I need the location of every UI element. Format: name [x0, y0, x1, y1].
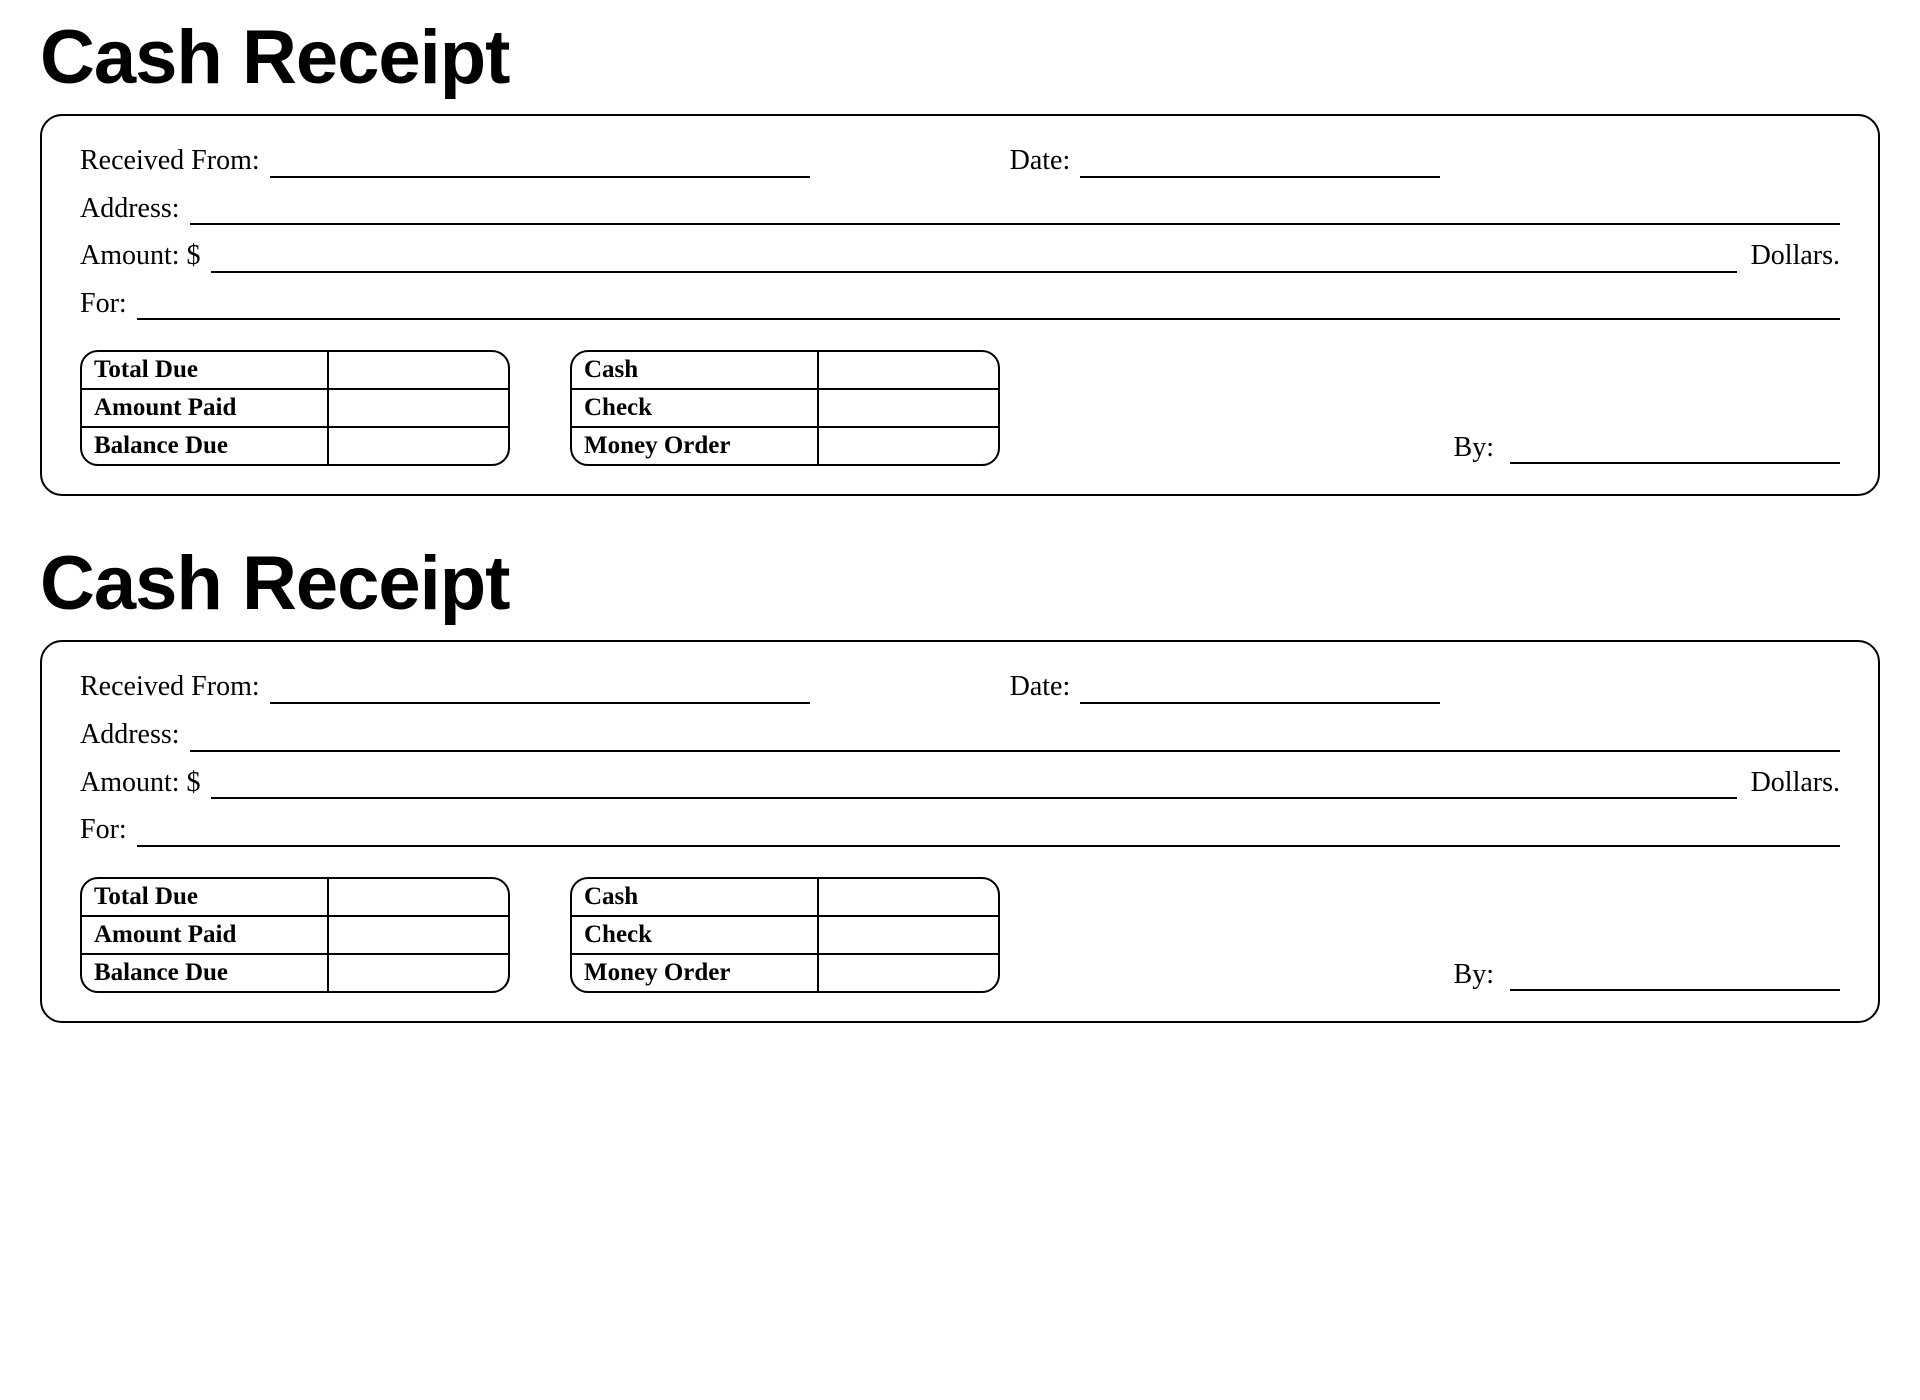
date-label: Date: — [1010, 144, 1081, 178]
receipt-title: Cash Receipt — [40, 546, 1880, 622]
table-row: Amount Paid — [82, 390, 508, 428]
table-row: Money Order — [572, 428, 998, 464]
balance-due-value[interactable] — [329, 428, 508, 464]
receipt-frame: Received From: Date: Address: Amount: $ … — [40, 640, 1880, 1022]
dollars-suffix: Dollars. — [1737, 239, 1840, 273]
total-due-label: Total Due — [82, 879, 329, 915]
payment-method-table: Cash Check Money Order — [570, 877, 1000, 993]
table-row: Check — [572, 917, 998, 955]
amount-paid-label: Amount Paid — [82, 917, 329, 953]
table-row: Total Due — [82, 352, 508, 390]
lower-section: Total Due Amount Paid Balance Due Cash — [80, 350, 1840, 466]
amount-line[interactable] — [211, 770, 1737, 799]
amount-paid-value[interactable] — [329, 390, 508, 426]
cash-label: Cash — [572, 879, 819, 915]
date-label: Date: — [1010, 670, 1081, 704]
address-line[interactable] — [190, 196, 1840, 225]
row-address: Address: — [80, 718, 1840, 752]
by-label: By: — [1454, 432, 1510, 464]
money-order-value[interactable] — [819, 955, 998, 991]
by-area: By: — [1060, 432, 1840, 466]
table-row: Cash — [572, 352, 998, 390]
table-row: Balance Due — [82, 955, 508, 991]
date-line[interactable] — [1080, 675, 1440, 704]
receipt-title: Cash Receipt — [40, 20, 1880, 96]
table-row: Amount Paid — [82, 917, 508, 955]
received-from-label: Received From: — [80, 144, 270, 178]
amount-line[interactable] — [211, 243, 1737, 272]
row-received-date: Received From: Date: — [80, 670, 1840, 704]
amount-paid-value[interactable] — [329, 917, 508, 953]
table-row: Balance Due — [82, 428, 508, 464]
lower-section: Total Due Amount Paid Balance Due Cash — [80, 877, 1840, 993]
table-row: Total Due — [82, 879, 508, 917]
for-label: For: — [80, 813, 137, 847]
dollars-suffix: Dollars. — [1737, 766, 1840, 800]
total-due-value[interactable] — [329, 352, 508, 388]
cash-value[interactable] — [819, 879, 998, 915]
balance-due-label: Balance Due — [82, 955, 329, 991]
check-value[interactable] — [819, 917, 998, 953]
address-label: Address: — [80, 192, 190, 226]
for-line[interactable] — [137, 817, 1840, 846]
row-received-date: Received From: Date: — [80, 144, 1840, 178]
receipt-copy-1: Cash Receipt Received From: Date: Addres… — [40, 20, 1880, 496]
table-row: Check — [572, 390, 998, 428]
received-from-line[interactable] — [270, 148, 810, 177]
table-row: Money Order — [572, 955, 998, 991]
date-line[interactable] — [1080, 148, 1440, 177]
total-due-label: Total Due — [82, 352, 329, 388]
amount-paid-label: Amount Paid — [82, 390, 329, 426]
cash-label: Cash — [572, 352, 819, 388]
row-address: Address: — [80, 192, 1840, 226]
for-label: For: — [80, 287, 137, 321]
check-value[interactable] — [819, 390, 998, 426]
by-area: By: — [1060, 959, 1840, 993]
money-order-label: Money Order — [572, 955, 819, 991]
balance-table: Total Due Amount Paid Balance Due — [80, 350, 510, 466]
check-label: Check — [572, 917, 819, 953]
by-label: By: — [1454, 959, 1510, 991]
for-line[interactable] — [137, 291, 1840, 320]
amount-label: Amount: $ — [80, 766, 211, 800]
check-label: Check — [572, 390, 819, 426]
receipt-copy-2: Cash Receipt Received From: Date: Addres… — [40, 546, 1880, 1022]
balance-due-value[interactable] — [329, 955, 508, 991]
address-label: Address: — [80, 718, 190, 752]
receipt-frame: Received From: Date: Address: Amount: $ … — [40, 114, 1880, 496]
by-line[interactable] — [1510, 963, 1840, 991]
cash-value[interactable] — [819, 352, 998, 388]
row-for: For: — [80, 287, 1840, 321]
payment-method-table: Cash Check Money Order — [570, 350, 1000, 466]
received-from-label: Received From: — [80, 670, 270, 704]
money-order-value[interactable] — [819, 428, 998, 464]
balance-due-label: Balance Due — [82, 428, 329, 464]
money-order-label: Money Order — [572, 428, 819, 464]
address-line[interactable] — [190, 722, 1840, 751]
received-from-line[interactable] — [270, 675, 810, 704]
row-for: For: — [80, 813, 1840, 847]
total-due-value[interactable] — [329, 879, 508, 915]
amount-label: Amount: $ — [80, 239, 211, 273]
row-amount: Amount: $ Dollars. — [80, 239, 1840, 273]
balance-table: Total Due Amount Paid Balance Due — [80, 877, 510, 993]
by-line[interactable] — [1510, 436, 1840, 464]
table-row: Cash — [572, 879, 998, 917]
row-amount: Amount: $ Dollars. — [80, 766, 1840, 800]
